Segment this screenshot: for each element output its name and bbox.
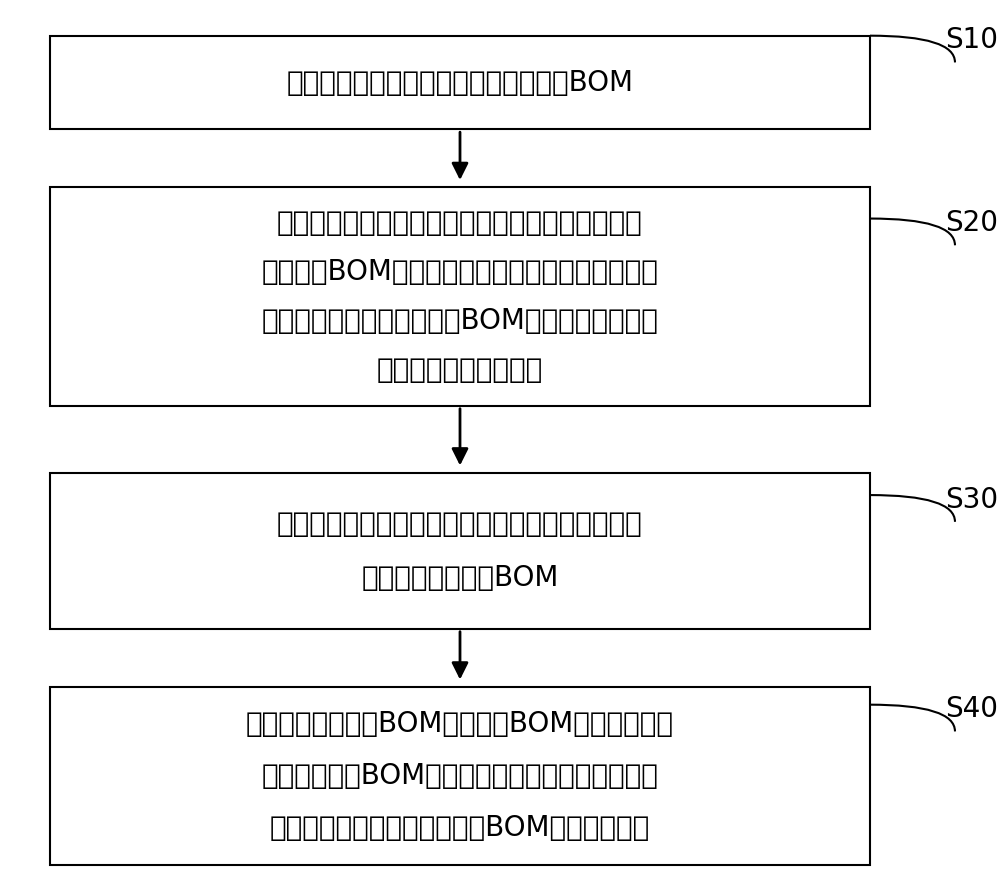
- Text: S10: S10: [945, 26, 998, 54]
- Text: 由仿真系统接收用户对产品三维模型中若干物料的: 由仿真系统接收用户对产品三维模型中若干物料的: [277, 510, 643, 538]
- Bar: [50, 187, 870, 406]
- Text: 且产品三维模型包含模块化BOM中所有的物料的三: 且产品三维模型包含模块化BOM中所有的物料的三: [262, 307, 658, 335]
- Text: S40: S40: [945, 695, 998, 723]
- Text: 选配，以得到工艻BOM: 选配，以得到工艻BOM: [361, 564, 559, 591]
- Bar: [50, 687, 870, 865]
- Bar: [50, 36, 870, 129]
- Text: S30: S30: [945, 485, 998, 514]
- Text: 由产品管理系统接收用户创建的模块化BOM: 由产品管理系统接收用户创建的模块化BOM: [286, 69, 634, 96]
- Text: 对模块化BOM进行数模创建以得到产品三维模型，: 对模块化BOM进行数模创建以得到产品三维模型，: [262, 258, 658, 286]
- Bar: [50, 473, 870, 629]
- Text: 将产品管理系统连接至仿真系统，并在仿真系统中: 将产品管理系统连接至仿真系统，并在仿真系统中: [277, 209, 643, 237]
- Text: 由仿真系统将工艻BOM生成工艻BOM结构树，并接: 由仿真系统将工艻BOM生成工艻BOM结构树，并接: [246, 710, 674, 739]
- Text: 辑，得到制作完成的基于工艻BOM的工艻流程图: 辑，得到制作完成的基于工艻BOM的工艻流程图: [270, 814, 650, 842]
- Text: S20: S20: [945, 209, 998, 237]
- Text: 维图及各物料间的关系: 维图及各物料间的关系: [377, 356, 543, 384]
- Text: 收用户对工艻BOM结构树的编辑，且响应于完成编: 收用户对工艻BOM结构树的编辑，且响应于完成编: [262, 762, 658, 790]
